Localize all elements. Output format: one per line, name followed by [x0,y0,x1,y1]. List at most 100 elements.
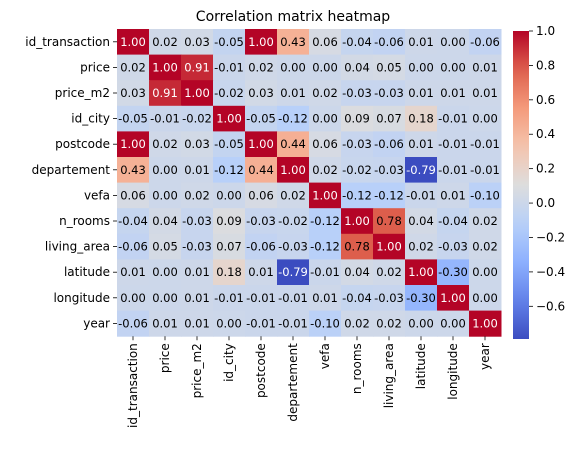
cell-value-label: 0.00 [408,60,434,74]
cell-value-label: 0.91 [152,86,178,100]
heatmap-cell [469,131,502,158]
heatmap-cell [341,29,374,56]
cell-value-label: 0.09 [216,214,242,228]
cell-value-label: 0.01 [184,291,210,305]
cell-value-label: 0.03 [248,86,274,100]
column-label: id_city [222,343,236,382]
heatmap-cell [181,157,214,184]
cell-value-label: 0.00 [216,316,242,330]
heatmap-cell [437,105,470,132]
cell-value-label: 0.01 [408,137,434,151]
heatmap-cell [341,105,374,132]
cell-value-label: 0.01 [440,188,466,202]
column-label: price_m2 [190,343,204,398]
row-label: departement [32,163,111,177]
cell-value-label: -0.05 [246,112,276,126]
heatmap-cell [405,157,438,184]
heatmap-cell [213,259,246,286]
heatmap-cell [149,29,182,56]
cell-value-label: -0.02 [214,86,244,100]
heatmap-cell [213,157,246,184]
cell-value-label: -0.01 [310,265,340,279]
heatmap-cell [277,310,310,337]
cell-value-label: 0.06 [312,35,338,49]
heatmap-cell [469,259,502,286]
cell-value-label: 0.01 [184,163,210,177]
heatmap-cell [373,310,406,337]
cell-value-label: 0.07 [216,240,242,254]
heatmap-cell [373,54,406,81]
heatmap-cell [309,80,342,107]
cell-value-label: 1.00 [216,112,242,126]
heatmap-cell [277,29,310,56]
cell-value-label: 0.04 [344,265,370,279]
cell-value-label: -0.12 [310,240,340,254]
heatmap-cell [277,80,310,107]
heatmap-cell [245,80,278,107]
heatmap-cell [341,310,374,337]
cell-value-label: 0.02 [376,265,402,279]
heatmap-cell [437,233,470,260]
heatmap-cell [277,182,310,209]
heatmap-cell [341,182,374,209]
cell-value-label: 0.02 [152,137,178,151]
cell-value-label: 1.00 [472,316,498,330]
row-label: year [83,316,110,330]
heatmap-cell [277,285,310,312]
row-label: price [80,60,110,74]
cell-value-label: -0.12 [278,112,308,126]
heatmap-cell [373,80,406,107]
heatmap-cell [181,29,214,56]
heatmap-cell [341,54,374,81]
heatmap-cell [245,310,278,337]
column-label: departement [286,343,300,422]
cell-value-label: 1.00 [312,188,338,202]
cell-value-label: 0.01 [408,35,434,49]
cell-value-label: 0.00 [440,60,466,74]
heatmap-cell [309,182,342,209]
heatmap-cell [245,29,278,56]
heatmap-cell [437,29,470,56]
heatmap-cell [181,80,214,107]
heatmap-cell [437,285,470,312]
heatmap-cell [149,208,182,235]
heatmap-cell [437,131,470,158]
heatmap-cell [277,233,310,260]
heatmap-cell [277,105,310,132]
row-label: id_transaction [25,35,110,49]
heatmap-cell [213,285,246,312]
heatmap-cell [181,310,214,337]
heatmap-cell [373,29,406,56]
heatmap-cell [405,29,438,56]
heatmap-cell [149,233,182,260]
cell-value-label: 0.02 [472,214,498,228]
cell-value-label: -0.12 [342,188,372,202]
cell-value-label: -0.03 [342,86,372,100]
heatmap-cell [405,285,438,312]
heatmap-cell [469,208,502,235]
heatmap-cell [181,208,214,235]
cell-value-label: -0.03 [342,137,372,151]
colorbar-tick-label: 0.6 [536,93,555,107]
heatmap-cell [437,310,470,337]
heatmap-cell [469,54,502,81]
cell-value-label: 0.00 [216,188,242,202]
cell-value-label: 0.00 [152,188,178,202]
heatmap-cell [117,157,150,184]
cell-value-label: 0.00 [472,265,498,279]
heatmap-cell [309,54,342,81]
cell-value-label: 0.05 [152,240,178,254]
heatmap-cell [213,208,246,235]
cell-value-label: -0.05 [214,35,244,49]
cell-value-label: 0.02 [408,240,434,254]
cell-value-label: -0.06 [118,240,148,254]
colorbar-tick-label: −0.2 [536,230,565,244]
heatmap-cell [117,233,150,260]
cell-value-label: -0.03 [182,214,212,228]
heatmap-cell [117,105,150,132]
heatmap-cell [213,54,246,81]
cell-value-label: 0.00 [472,291,498,305]
heatmap-cell [245,208,278,235]
